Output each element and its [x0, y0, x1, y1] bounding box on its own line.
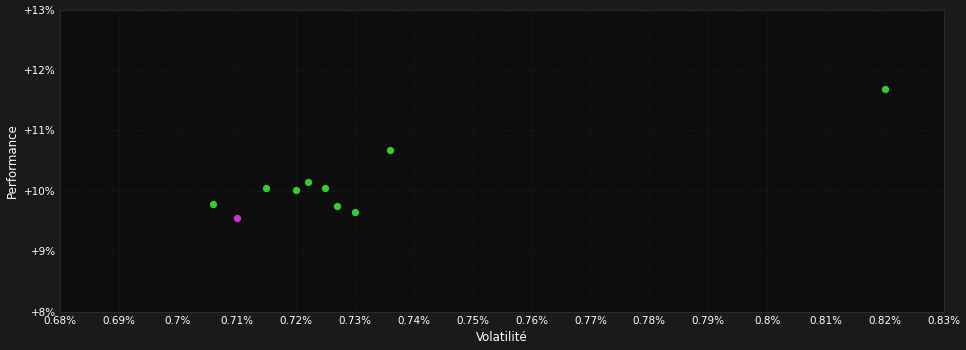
Point	[329, 203, 345, 209]
Y-axis label: Performance: Performance	[6, 123, 18, 198]
Point	[206, 201, 221, 207]
Point	[299, 180, 315, 185]
X-axis label: Volatilité: Volatilité	[476, 331, 527, 344]
Point	[383, 147, 398, 153]
Point	[229, 215, 244, 221]
Point	[259, 185, 274, 191]
Point	[288, 187, 303, 192]
Point	[347, 209, 362, 215]
Point	[318, 185, 333, 191]
Point	[877, 86, 893, 92]
